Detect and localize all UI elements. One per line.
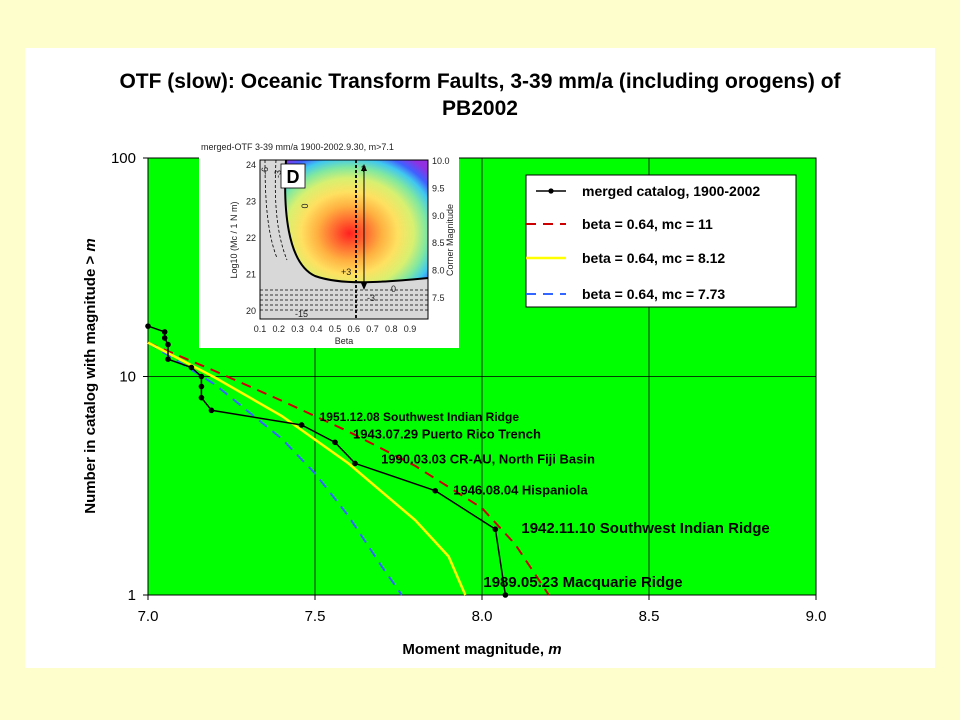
inset-contour-label-7: ? xyxy=(361,164,366,174)
slide: OTF (slow): Oceanic Transform Faults, 3-… xyxy=(25,48,935,668)
x-tick-label: 7.0 xyxy=(138,608,159,625)
inset-panel-label: D xyxy=(287,167,300,187)
inset-x-tick: 0.9 xyxy=(404,324,417,334)
series-line-2 xyxy=(147,341,467,596)
inset-x-axis-label: Beta xyxy=(335,336,354,346)
inset-panel-label-box xyxy=(280,163,306,189)
x-tick-label: 7.5 xyxy=(305,608,326,625)
inset-right-tick: 8.0 xyxy=(432,266,445,276)
inset-x-tick: 0.2 xyxy=(272,324,285,334)
inset-arrow-down xyxy=(361,283,367,290)
series-point xyxy=(502,592,509,598)
series-point xyxy=(432,487,439,494)
series-point xyxy=(165,341,171,348)
inset-right-tick: 10.0 xyxy=(432,156,450,166)
inset-contour-label-0: -6 xyxy=(260,167,270,175)
chart: OTF (slow): Oceanic Transform Faults, 3-… xyxy=(82,70,842,658)
y-tick-label: 1 xyxy=(128,587,136,604)
inset-left-tick: 22 xyxy=(246,233,256,243)
y-axis-label: Number in catalog with magnitude > m xyxy=(82,238,99,513)
annotation-label: 1942.11.10 Southwest Indian Ridge xyxy=(521,520,769,537)
series-point xyxy=(161,335,168,341)
x-tick-label: 8.0 xyxy=(472,608,493,625)
x-tick-labels: 7.0 7.5 8.0 8.5 9.0 xyxy=(138,595,827,625)
series-point xyxy=(198,394,205,401)
series-point xyxy=(208,407,215,414)
inset-zero-contour xyxy=(284,159,429,284)
inset-x-tick: 0.6 xyxy=(347,324,360,334)
inset-contour-label-1: -3 xyxy=(273,170,283,178)
inset-contour-label-4: 0 xyxy=(391,284,396,294)
legend: merged catalog, 1900-2002 beta = 0.64, m… xyxy=(525,174,797,308)
inset-x-tick: 0.1 xyxy=(254,324,267,334)
series-line-3 xyxy=(147,341,403,596)
inset-contour-label-5: -3 xyxy=(367,293,375,303)
inset-x-tick: 0.5 xyxy=(329,324,342,334)
inset-contour-label-6: -15 xyxy=(295,309,308,319)
series-layer xyxy=(145,323,550,598)
inset-left-tick: 23 xyxy=(246,197,256,207)
series-line-1 xyxy=(147,341,550,596)
x-axis-label: Moment magnitude, m xyxy=(402,641,561,658)
series-point xyxy=(161,329,168,335)
inset-plot: D -6 -3 0 +3 0 -3 -15 ? xyxy=(259,159,429,320)
annotation-label: 1943.07.29 Puerto Rico Trench xyxy=(353,426,541,441)
series-point xyxy=(492,526,499,533)
inset-left-tick-labels: 20 21 22 23 24 xyxy=(246,160,256,316)
y-tick-label: 100 xyxy=(111,150,136,167)
inset-title: merged-OTF 3-39 mm/a 1900-2002.9.30, m>7… xyxy=(201,142,394,152)
inset-x-tick: 0.7 xyxy=(366,324,379,334)
inset-arrow-up xyxy=(361,164,367,171)
inset-figure: merged-OTF 3-39 mm/a 1900-2002.9.30, m>7… xyxy=(199,135,459,348)
series-point xyxy=(145,323,151,329)
y-tick-label: 10 xyxy=(119,369,136,386)
inset-right-tick: 9.0 xyxy=(432,211,445,221)
annotation-label: 1990.03.03 CR-AU, North Fiji Basin xyxy=(381,451,595,466)
inset-left-tick: 21 xyxy=(246,270,256,280)
legend-label-mc812: beta = 0.64, mc = 8.12 xyxy=(582,250,725,266)
series-point xyxy=(198,373,205,380)
inset-left-tick: 20 xyxy=(246,306,256,316)
inset-right-tick: 8.5 xyxy=(432,238,445,248)
inset-contour-minus3 xyxy=(274,159,288,261)
inset-contour-label-3: +3 xyxy=(341,267,351,277)
inset-right-tick-labels: 7.5 8.0 8.5 9.0 9.5 10.0 xyxy=(432,156,450,303)
series-point xyxy=(165,356,171,362)
annotations: 1951.12.08 Southwest Indian Ridge 1943.07… xyxy=(320,410,770,591)
inset-contour-label-2: 0 xyxy=(300,203,310,208)
inset-right-tick: 7.5 xyxy=(432,293,445,303)
series-point xyxy=(298,422,305,428)
inset-right-tick: 9.5 xyxy=(432,183,445,193)
inset-x-tick: 0.4 xyxy=(310,324,323,334)
series-point xyxy=(332,439,338,446)
series-point xyxy=(352,460,358,467)
series-point xyxy=(188,364,195,371)
inset-x-tick: 0.8 xyxy=(385,324,398,334)
legend-box xyxy=(525,174,797,308)
y-tick-labels: 1 10 100 xyxy=(111,150,148,604)
legend-label-mc773: beta = 0.64, mc = 7.73 xyxy=(582,286,725,302)
x-tick-label: 8.5 xyxy=(639,608,660,625)
inset-plot-frame xyxy=(259,159,429,320)
legend-label-mc11: beta = 0.64, mc = 11 xyxy=(582,216,713,232)
x-tick-label: 9.0 xyxy=(806,608,827,625)
series-point xyxy=(198,383,205,390)
inset-x-tick-labels: 0.1 0.2 0.3 0.4 0.5 0.6 0.7 0.8 0.9 xyxy=(254,324,417,334)
annotation-label: 1951.12.08 Southwest Indian Ridge xyxy=(320,410,520,424)
legend-label-merged: merged catalog, 1900-2002 xyxy=(582,183,760,199)
chart-title-line2: PB2002 xyxy=(442,97,518,120)
annotation-label: 1946.08.04 Hispaniola xyxy=(453,483,588,498)
inset-contour-minus6 xyxy=(264,159,278,259)
annotation-label: 1989.05.23 Macquarie Ridge xyxy=(483,574,682,591)
inset-left-tick: 24 xyxy=(246,160,256,170)
legend-swatch-marker xyxy=(548,188,554,194)
inset-right-axis-label: Corner Magnitude xyxy=(445,204,455,276)
series-line-0 xyxy=(147,325,507,596)
chart-title-line1: OTF (slow): Oceanic Transform Faults, 3-… xyxy=(119,70,841,93)
inset-y-axis-label: Log10 (Mc / 1 N m) xyxy=(229,201,239,278)
inset-x-tick: 0.3 xyxy=(291,324,304,334)
